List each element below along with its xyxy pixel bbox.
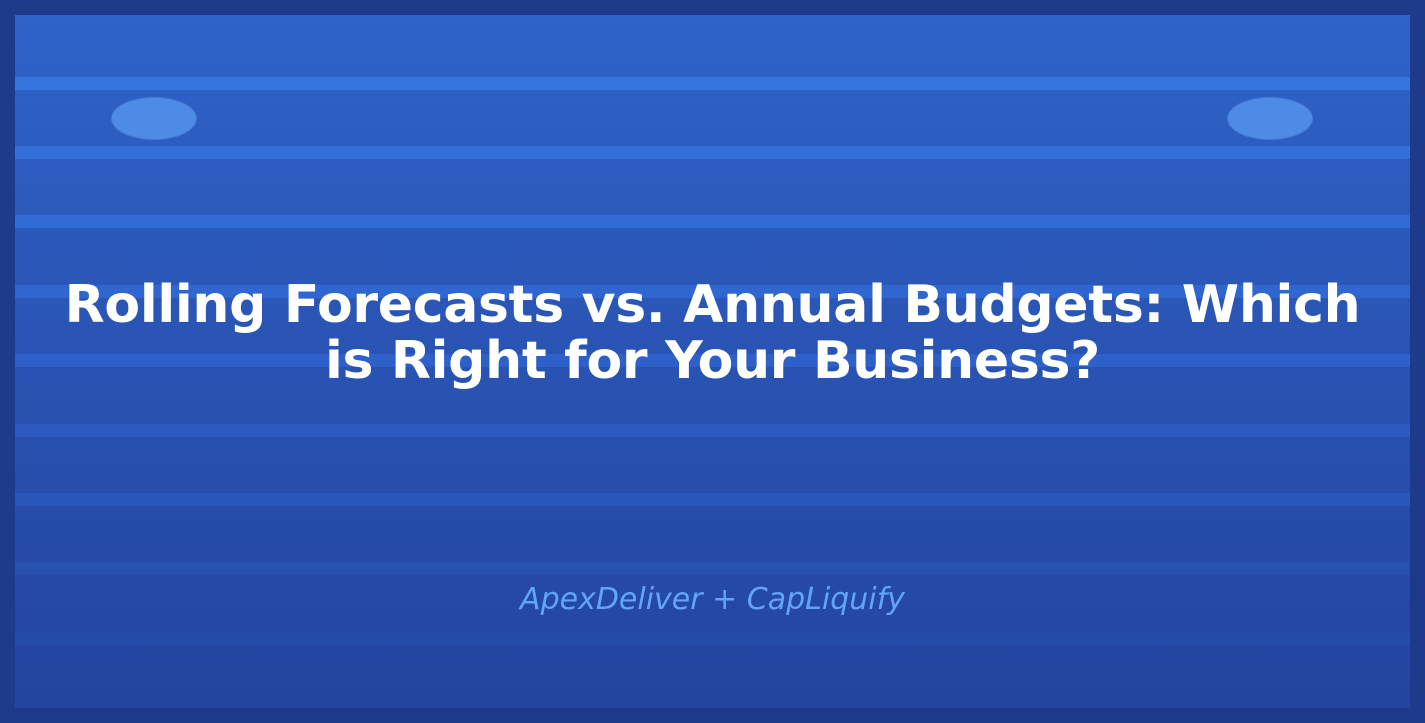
banner-panel xyxy=(15,15,1410,708)
decorative-stripe xyxy=(15,285,1410,298)
decorative-stripe xyxy=(15,632,1410,645)
banner-title-line-2: is Right for Your Business? xyxy=(324,331,1101,391)
banner-title-line-1: Rolling Forecasts vs. Annual Budgets: Wh… xyxy=(64,275,1361,335)
banner-subtitle: ApexDeliver + CapLiquify xyxy=(520,582,905,617)
decorative-dot-right xyxy=(1228,98,1312,139)
decorative-stripe xyxy=(15,493,1410,506)
decorative-stripe xyxy=(15,424,1410,437)
decorative-stripe xyxy=(15,146,1410,159)
decorative-stripe xyxy=(15,77,1410,90)
decorative-dot-left xyxy=(112,98,196,139)
decorative-stripe xyxy=(15,562,1410,575)
banner-title: Rolling Forecasts vs. Annual Budgets: Wh… xyxy=(0,277,1425,389)
decorative-stripe xyxy=(15,215,1410,228)
decorative-stripe xyxy=(15,354,1410,367)
